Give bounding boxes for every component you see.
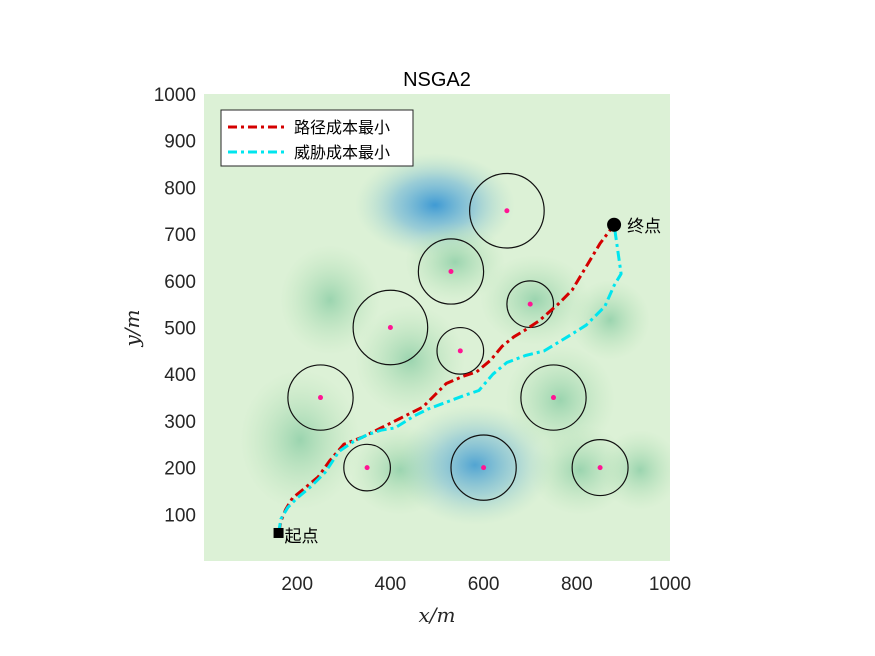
threat-center-0 <box>504 208 510 214</box>
y-tick-label: 600 <box>164 272 196 293</box>
series-line-1 <box>277 224 623 534</box>
threat-center-9 <box>597 465 603 471</box>
y-tick-label: 200 <box>164 459 196 480</box>
x-axis-ticks: 200 400 600 800 1000 <box>281 574 691 595</box>
threat-circle-7 <box>343 443 392 492</box>
threat-center-7 <box>364 465 370 471</box>
y-tick-label: 100 <box>164 505 196 526</box>
threat-circle-8 <box>450 434 517 501</box>
threat-circle-9 <box>571 439 629 497</box>
x-tick-label: 800 <box>561 574 593 595</box>
threat-circle-0 <box>469 172 545 249</box>
threat-circle-4 <box>436 326 485 375</box>
start-label: 起点 <box>285 527 319 547</box>
threat-center-8 <box>481 465 487 471</box>
x-axis-label: x/m <box>419 603 456 627</box>
endpoint-markers <box>273 217 622 538</box>
x-tick-label: 400 <box>375 574 407 595</box>
legend-box <box>220 109 414 167</box>
path-series <box>277 223 623 534</box>
threat-circle-5 <box>287 364 354 431</box>
end-marker <box>607 217 622 232</box>
threat-center-4 <box>457 348 463 354</box>
threat-center-5 <box>318 395 323 401</box>
y-axis-ticks: 100 200 300 400 500 600 700 800 900 1000 <box>154 85 196 526</box>
x-tick-label: 200 <box>281 574 313 595</box>
start-marker <box>273 527 284 538</box>
y-tick-label: 1000 <box>154 85 196 106</box>
y-tick-label: 900 <box>164 132 196 153</box>
end-label: 终点 <box>627 217 661 237</box>
series-line-0 <box>277 223 616 534</box>
x-tick-label: 600 <box>468 574 500 595</box>
threat-center-3 <box>387 325 393 330</box>
y-tick-label: 800 <box>164 178 196 199</box>
threat-circle-1 <box>417 238 485 305</box>
legend: 路径成本最小 威胁成本最小 <box>220 109 414 167</box>
chart-title: NSGA2 <box>403 69 471 91</box>
legend-label-path-cost: 路径成本最小 <box>294 118 390 137</box>
threat-center-2 <box>527 301 533 307</box>
x-tick-label: 1000 <box>649 574 691 595</box>
y-tick-label: 300 <box>164 412 196 433</box>
y-axis-label: y/m <box>120 309 144 347</box>
y-tick-label: 500 <box>164 319 196 340</box>
threat-center-6 <box>551 395 556 401</box>
legend-label-threat-cost: 威胁成本最小 <box>294 143 390 162</box>
threat-circle-3 <box>352 289 429 366</box>
y-tick-label: 700 <box>164 225 196 246</box>
threat-heatmap <box>204 94 670 561</box>
y-tick-label: 400 <box>164 365 196 386</box>
threat-circle-6 <box>520 364 587 431</box>
threat-center-1 <box>448 268 454 274</box>
